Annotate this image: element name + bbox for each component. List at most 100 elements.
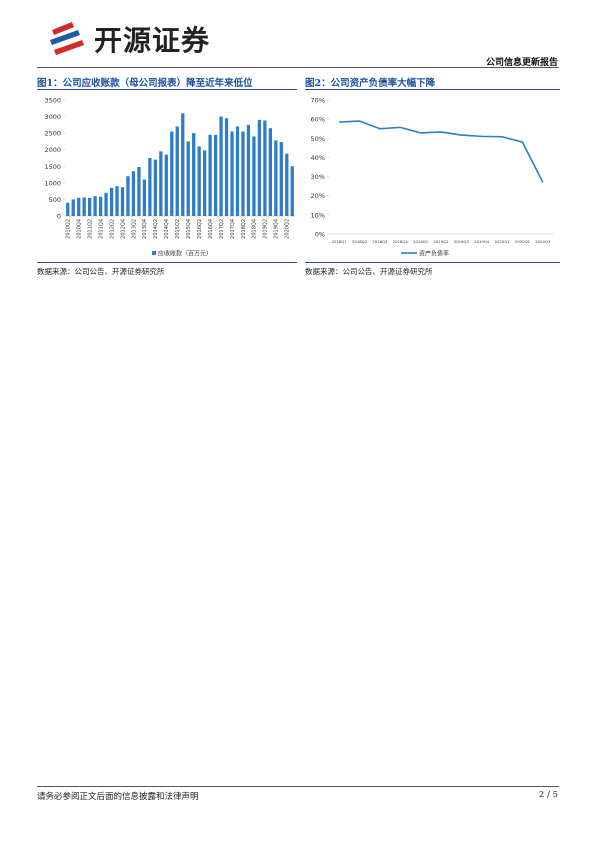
x-tick-label: 2015Q4 xyxy=(186,219,192,239)
x-tick-label: 2011Q2 xyxy=(87,219,93,239)
bar xyxy=(274,140,278,216)
bar xyxy=(224,118,229,216)
legend-label: 资产负债率 xyxy=(419,250,449,258)
source: 数据来源：公司公告、开源证券研究所 xyxy=(37,267,165,276)
y-tick-label: 20% xyxy=(311,192,325,200)
bar xyxy=(159,151,163,216)
figure-title: 图1：公司应收账款（母公司报表）降至近年来低位 xyxy=(37,78,253,89)
y-tick-label: 60% xyxy=(311,116,325,124)
y-tick-label: 30% xyxy=(311,173,325,181)
bar xyxy=(77,197,81,216)
legend-label: 应收账款（百万元） xyxy=(158,250,212,258)
y-tick-label: 0% xyxy=(315,231,325,239)
bar xyxy=(175,126,179,216)
chart: 0 500 1000 1500 2000 2500 3000 3500 2010Q2 2010Q4… xyxy=(44,97,295,258)
bar xyxy=(219,116,223,216)
figure-title: 图2：公司资产负债率大幅下降 xyxy=(305,78,436,89)
bar xyxy=(197,146,201,216)
x-tick-label: 2014Q2 xyxy=(153,219,159,239)
bar xyxy=(82,197,86,216)
header-rule xyxy=(37,67,559,68)
x-tick-label: 2019Q4 xyxy=(474,239,490,244)
x-tick-label: 2019Q2 xyxy=(263,219,269,239)
x-tick-label: 2018Q2 xyxy=(352,239,368,244)
y-tick-label: 3500 xyxy=(44,97,61,105)
x-tick-label: 2020Q3 xyxy=(535,239,551,244)
bar xyxy=(109,187,114,216)
bar xyxy=(153,159,157,216)
x-tick-label: 2013Q4 xyxy=(142,219,148,239)
x-tick-label: 2014Q4 xyxy=(164,219,170,239)
x-tick-label: 2018Q3 xyxy=(372,239,388,244)
x-tick-label: 2018Q1 xyxy=(332,239,348,244)
bar xyxy=(246,124,251,216)
bar xyxy=(142,179,147,216)
bar xyxy=(290,166,294,216)
x-tick-label: 2019Q1 xyxy=(413,239,429,244)
x-tick-label: 2017Q4 xyxy=(230,219,236,239)
y-tick-label: 500 xyxy=(49,196,61,204)
bar xyxy=(257,119,262,216)
bar xyxy=(104,192,108,216)
x-tick-label: 2020Q1 xyxy=(495,239,511,244)
x-tick-label: 2020Q2 xyxy=(515,239,531,244)
brand: 开源证券 xyxy=(94,24,211,57)
bar xyxy=(203,150,207,216)
y-tick-label: 1000 xyxy=(44,179,61,187)
bar xyxy=(181,113,185,216)
legend-swatch xyxy=(152,251,156,255)
x-tick-label: 2010Q2 xyxy=(66,219,72,239)
bar xyxy=(285,153,289,216)
logo-icon xyxy=(50,22,84,55)
bar xyxy=(192,133,196,216)
y-tick-label: 2500 xyxy=(44,130,61,138)
bar xyxy=(230,131,234,216)
x-tick-label: 2013Q2 xyxy=(131,219,137,239)
chart-rule xyxy=(305,262,560,263)
y-tick-label: 1500 xyxy=(44,163,61,171)
bar xyxy=(120,187,125,216)
x-tick-label: 2017Q2 xyxy=(219,219,225,239)
x-tick-label: 2010Q4 xyxy=(76,219,82,239)
bar xyxy=(208,134,212,216)
x-tick-label: 2019Q3 xyxy=(454,239,470,244)
y-tick-label: 10% xyxy=(311,211,325,219)
bar xyxy=(263,120,267,216)
footer-rule xyxy=(37,786,559,787)
y-tick-label: 40% xyxy=(311,154,325,162)
chart-rule xyxy=(37,262,297,263)
bar xyxy=(66,202,70,216)
x-tick-label: 2016Q2 xyxy=(197,219,203,239)
y-tick-label: 3000 xyxy=(44,113,61,121)
x-tick-label: 2012Q4 xyxy=(120,219,126,239)
bar xyxy=(235,126,240,216)
bar xyxy=(164,154,168,216)
y-tick-label: 2000 xyxy=(44,146,61,154)
page-number: 2 / 5 xyxy=(538,790,558,800)
bar xyxy=(170,131,174,216)
x-tick-label: 2020Q2 xyxy=(285,219,291,239)
y-tick-label: 70% xyxy=(311,97,325,105)
disclaimer: 请务必参阅正文后面的信息披露和法律声明 xyxy=(37,792,199,802)
bar xyxy=(279,142,283,216)
bar xyxy=(98,196,103,216)
report-type: 公司信息更新报告 xyxy=(485,58,558,68)
y-tick-label: 0 xyxy=(57,213,61,221)
x-tick-label: 2018Q4 xyxy=(393,239,409,244)
x-tick-label: 2019Q2 xyxy=(433,239,449,244)
bar xyxy=(126,176,130,216)
bar xyxy=(213,134,218,216)
x-tick-label: 2019Q4 xyxy=(274,219,280,239)
bar xyxy=(131,171,136,216)
x-tick-label: 2018Q2 xyxy=(241,219,247,239)
title-rule xyxy=(37,89,297,90)
x-tick-label: 2018Q4 xyxy=(252,219,258,239)
title-rule xyxy=(305,89,560,90)
bar xyxy=(148,158,152,216)
x-tick-label: 2016Q4 xyxy=(208,219,214,239)
bar xyxy=(115,186,119,216)
y-tick-label: 50% xyxy=(311,135,325,143)
x-tick-label: 2012Q2 xyxy=(109,219,115,239)
line xyxy=(339,120,544,183)
